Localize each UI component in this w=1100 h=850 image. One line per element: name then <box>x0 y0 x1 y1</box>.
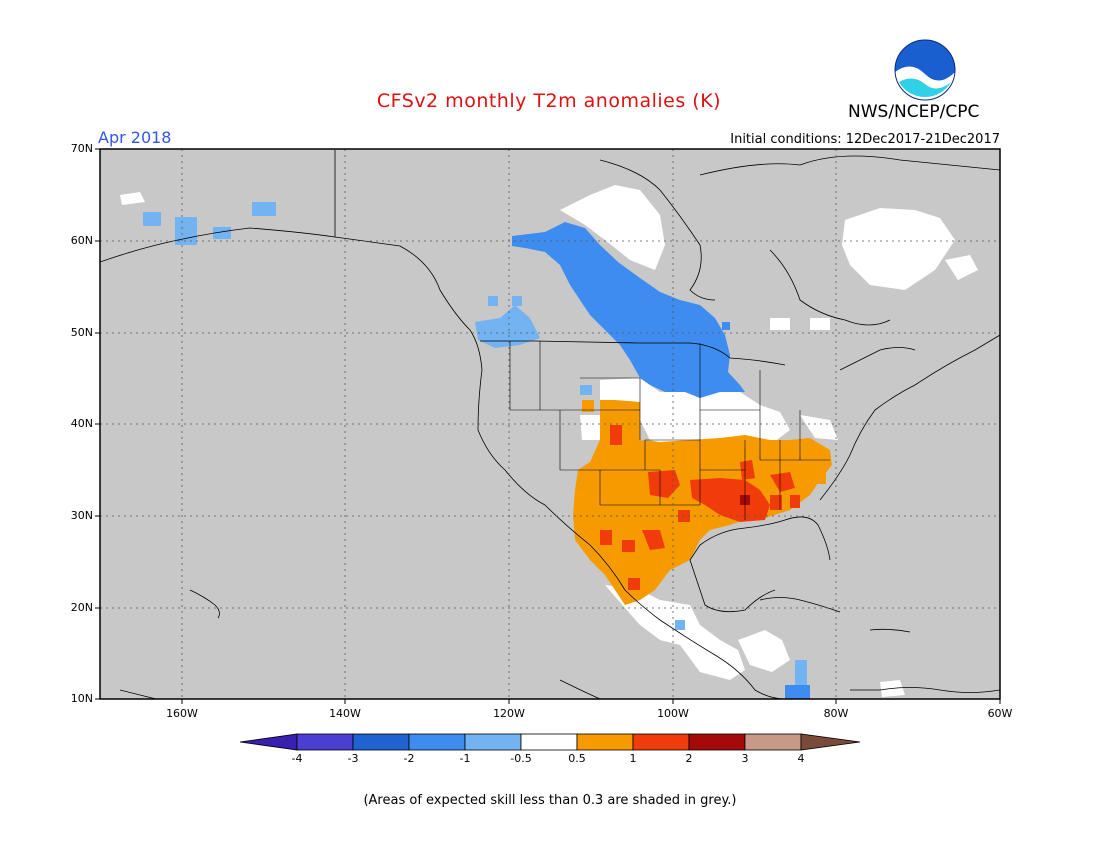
skill-note: (Areas of expected skill less than 0.3 a… <box>363 793 737 808</box>
noaa-logo <box>894 39 956 102</box>
lon-label-160w: 160W <box>166 707 198 720</box>
lon-label-120w: 120W <box>493 707 525 720</box>
colorbar-arrow-high <box>800 733 861 751</box>
lat-label-30n: 30N <box>70 509 93 522</box>
colorbar-label-m2: -2 <box>403 752 415 765</box>
lat-label-10n: 10N <box>70 692 93 705</box>
warm-anomaly-medium <box>600 425 800 590</box>
colorbar-box <box>352 733 410 751</box>
initial-conditions: Initial conditions: 12Dec2017-21Dec2017 <box>730 132 1000 147</box>
lon-label-80w: 80W <box>823 707 849 720</box>
cool-anomaly-light <box>143 202 807 685</box>
cool-anomaly-medium <box>512 222 810 699</box>
colorbar-label-3: 3 <box>741 752 749 765</box>
colorbar-label-m1: -1 <box>459 752 471 765</box>
colorbar-label-05: 0.5 <box>568 752 586 765</box>
graticule <box>100 149 1000 699</box>
lon-label-100w: 100W <box>657 707 689 720</box>
agency-label: NWS/NCEP/CPC <box>848 102 980 122</box>
lat-label-20n: 20N <box>70 601 93 614</box>
colorbar-box <box>408 733 466 751</box>
colorbar-box <box>576 733 634 751</box>
forecast-month: Apr 2018 <box>98 128 172 147</box>
colorbar-label-m4: -4 <box>291 752 303 765</box>
colorbar-label-2: 2 <box>685 752 693 765</box>
lat-label-60n: 60N <box>70 234 93 247</box>
near-normal-regions <box>120 185 978 697</box>
colorbar-label-m3: -3 <box>347 752 359 765</box>
colorbar-box <box>688 733 746 751</box>
lon-label-60w: 60W <box>987 707 1013 720</box>
coastlines <box>100 150 1000 699</box>
axis-ticks <box>95 148 1001 704</box>
colorbar-box <box>520 733 578 751</box>
lat-label-70n: 70N <box>70 142 93 155</box>
lat-label-50n: 50N <box>70 326 93 339</box>
chart-title: CFSv2 monthly T2m anomalies (K) <box>376 90 722 112</box>
colorbar-box <box>464 733 522 751</box>
colorbar-label-m05: -0.5 <box>510 752 532 765</box>
colorbar-label-1: 1 <box>629 752 637 765</box>
lon-label-140w: 140W <box>329 707 361 720</box>
colorbar-boxes <box>239 733 861 751</box>
colorbar-box <box>296 733 354 751</box>
colorbar-label-4: 4 <box>797 752 805 765</box>
colorbar-arrow-low <box>239 733 298 751</box>
colorbar-box <box>632 733 690 751</box>
colorbar-box <box>744 733 802 751</box>
state-borders <box>509 341 830 520</box>
lat-label-40n: 40N <box>70 417 93 430</box>
